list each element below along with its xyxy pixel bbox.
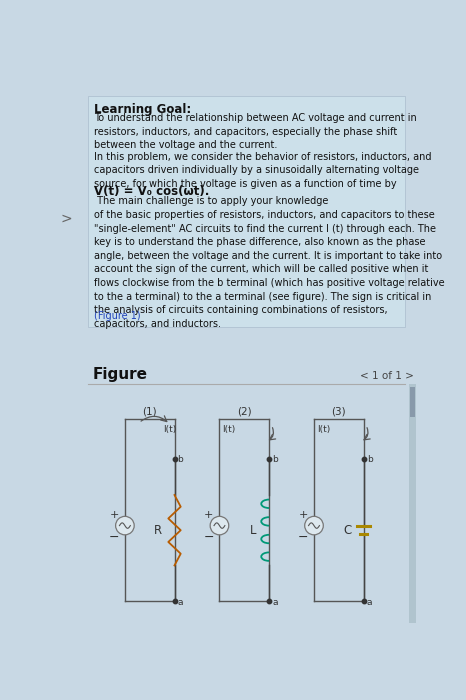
Circle shape [210, 517, 229, 535]
Text: C: C [343, 524, 351, 537]
Text: −: − [298, 531, 308, 544]
Text: b: b [367, 455, 372, 464]
Circle shape [116, 517, 134, 535]
Text: −: − [109, 531, 119, 544]
Text: +: + [204, 510, 213, 520]
Text: Learning Goal:: Learning Goal: [94, 103, 191, 116]
Text: In this problem, we consider the behavior of resistors, inductors, and
capacitor: In this problem, we consider the behavio… [94, 152, 432, 189]
Text: (2): (2) [237, 407, 252, 416]
Text: a: a [272, 598, 278, 607]
Text: −: − [203, 531, 214, 544]
Text: The main challenge is to apply your knowledge
of the basic properties of resisto: The main challenge is to apply your know… [94, 197, 445, 329]
Text: a: a [367, 598, 372, 607]
FancyBboxPatch shape [409, 384, 416, 623]
Text: (Figure 1): (Figure 1) [94, 311, 141, 321]
Text: Figure: Figure [93, 368, 148, 382]
Text: >: > [60, 211, 72, 225]
Text: V(t) = V₀ cos(ωt).: V(t) = V₀ cos(ωt). [94, 185, 209, 198]
Text: +: + [110, 510, 119, 520]
Text: R: R [154, 524, 162, 537]
Text: To understand the relationship between AC voltage and current in
resistors, indu: To understand the relationship between A… [94, 113, 417, 150]
Text: b: b [272, 455, 278, 464]
Text: (3): (3) [331, 407, 346, 416]
Text: b: b [178, 455, 183, 464]
Text: < 1 of 1 >: < 1 of 1 > [361, 371, 414, 382]
Text: (1): (1) [143, 407, 157, 416]
Text: L: L [250, 524, 257, 537]
Text: I(t): I(t) [223, 425, 236, 434]
FancyBboxPatch shape [410, 386, 415, 417]
FancyBboxPatch shape [88, 95, 405, 326]
Text: a: a [178, 598, 183, 607]
Text: I(t): I(t) [317, 425, 330, 434]
Circle shape [305, 517, 323, 535]
Text: I(t): I(t) [163, 425, 176, 434]
Text: +: + [298, 510, 308, 520]
